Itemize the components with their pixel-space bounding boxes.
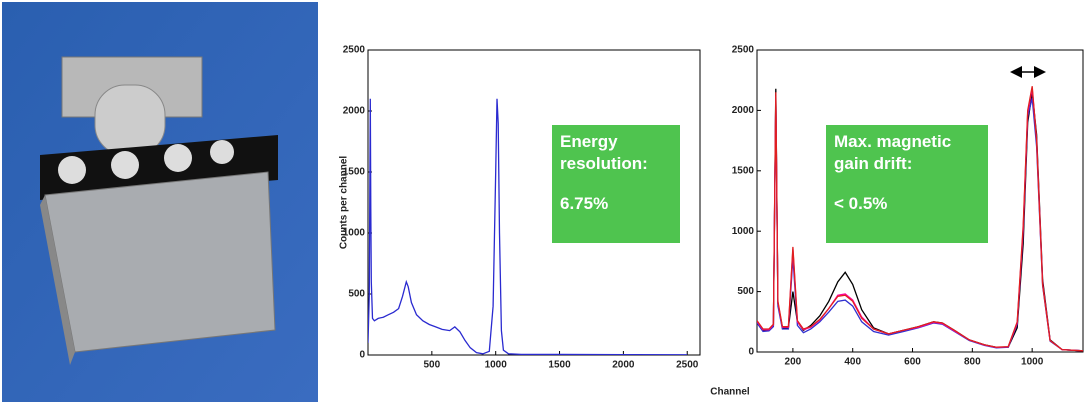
spectrum-line	[368, 98, 688, 355]
x-tick-label: 1000	[1021, 357, 1044, 368]
x-tick-label: 1500	[548, 360, 571, 371]
y-tick-label: 500	[348, 289, 365, 300]
x-tick-label: 1000	[485, 360, 508, 371]
x-tick-label: 400	[844, 357, 861, 368]
y-tick-label: 1000	[343, 228, 366, 239]
annotation-box: Energy resolution: 6.75%	[552, 125, 680, 243]
x-tick-label: 2000	[612, 360, 635, 371]
y-tick-label: 0	[748, 347, 754, 358]
y-tick-label: 1500	[732, 165, 755, 176]
y-tick-label: 2500	[343, 45, 366, 56]
y-tick-label: 1500	[343, 167, 366, 178]
y-tick-label: 2000	[343, 106, 366, 117]
x-tick-label: 2500	[676, 360, 699, 371]
photo	[2, 2, 318, 402]
spectrum-line	[757, 86, 1083, 352]
annotation-text: 6.75%	[560, 194, 609, 213]
y-tick-label: 0	[359, 350, 365, 361]
x-tick-label: 600	[904, 357, 921, 368]
y-tick-label: 500	[737, 286, 754, 297]
x-tick-label: 800	[964, 357, 981, 368]
x-axis-label: Channel	[710, 387, 750, 398]
x-tick-label: 200	[785, 357, 802, 368]
x-tick-label: 500	[424, 360, 441, 371]
y-tick-label: 2000	[732, 105, 755, 116]
annotation-text: Max. magnetic gain drift:	[834, 132, 952, 173]
annotation-box: Max. magnetic gain drift: < 0.5%	[826, 125, 988, 243]
y-axis-label: Counts per channel	[339, 156, 350, 250]
annotation-text: Energy resolution:	[560, 132, 648, 173]
y-tick-label: 1000	[732, 226, 755, 237]
annotation-text: < 0.5%	[834, 194, 888, 213]
y-tick-label: 2500	[732, 45, 755, 56]
